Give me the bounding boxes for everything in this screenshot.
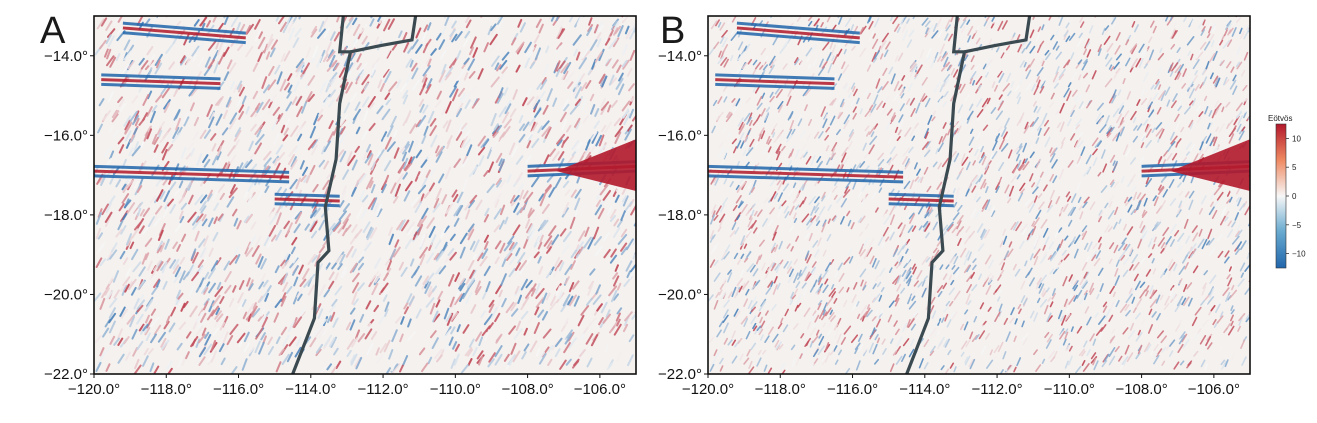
colorbar-tick-label-4: −10 xyxy=(1292,250,1306,259)
x-tick-label-b-6: −108.0° xyxy=(1115,381,1167,398)
ridge-line-b xyxy=(905,16,967,374)
y-tick-label-b-0: −22.0° xyxy=(658,366,702,383)
x-tick-label-b-1: −118.0° xyxy=(755,381,806,398)
map-frame-a xyxy=(93,15,637,375)
map-field-b xyxy=(708,16,1250,374)
map-frame-b xyxy=(707,15,1251,375)
x-tick-label-b-3: −114.0° xyxy=(899,381,950,398)
gravity-map-panel-b: −120.0° −118.0° −116.0° −114.0° −112.0° −110.… xyxy=(658,15,1251,398)
x-tick-label-a-2: −116.0° xyxy=(213,381,264,398)
y-tick-label-b-3: −16.0° xyxy=(658,127,702,144)
y-tick-label-a-4: −14.0° xyxy=(44,48,88,65)
ridge-segment-b xyxy=(964,16,1032,54)
x-tick-label-b-4: −112.0° xyxy=(971,381,1022,398)
y-tick-label-b-1: −20.0° xyxy=(658,286,702,303)
x-tick-label-b-7: −106.0° xyxy=(1188,381,1240,398)
x-tick-label-b-5: −110.0° xyxy=(1044,381,1095,398)
colorbar-tick-label-1: 5 xyxy=(1292,163,1297,172)
x-tick-label-a-0: −120.0° xyxy=(68,381,120,398)
colorbar-tick-label-3: −5 xyxy=(1292,221,1302,230)
panel-label-a: A xyxy=(40,10,66,52)
colorbar-title: Eötvös xyxy=(1268,114,1292,123)
y-tick-label-a-3: −16.0° xyxy=(44,127,88,144)
colorbar: Eötvös 10 5 0 −5 −10 xyxy=(1268,114,1306,269)
x-tick-label-a-6: −108.0° xyxy=(501,381,553,398)
panel-label-b: B xyxy=(660,10,686,52)
x-tick-label-a-5: −110.0° xyxy=(430,381,481,398)
map-field-a xyxy=(94,16,636,374)
colorbar-gradient xyxy=(1275,123,1287,269)
x-tick-label-a-1: −118.0° xyxy=(141,381,192,398)
y-tick-label-a-1: −20.0° xyxy=(44,286,88,303)
y-tick-label-a-2: −18.0° xyxy=(44,207,88,224)
colorbar-tick-label-0: 10 xyxy=(1292,134,1301,143)
x-tick-label-b-2: −116.0° xyxy=(827,381,878,398)
y-tick-label-b-4: −14.0° xyxy=(658,48,702,65)
x-tick-label-b-0: −120.0° xyxy=(682,381,734,398)
x-tick-label-a-7: −106.0° xyxy=(574,381,626,398)
y-tick-label-a-0: −22.0° xyxy=(44,366,88,383)
gravity-map-panel-a: −120.0° −118.0° −116.0° −114.0° −112.0° −110.… xyxy=(44,15,637,398)
ridge-segment-a xyxy=(350,16,418,54)
x-tick-label-a-3: −114.0° xyxy=(285,381,336,398)
x-tick-label-a-4: −112.0° xyxy=(357,381,408,398)
y-tick-label-b-2: −18.0° xyxy=(658,207,702,224)
colorbar-tick-label-2: 0 xyxy=(1292,192,1297,201)
ridge-line-a xyxy=(291,16,353,374)
